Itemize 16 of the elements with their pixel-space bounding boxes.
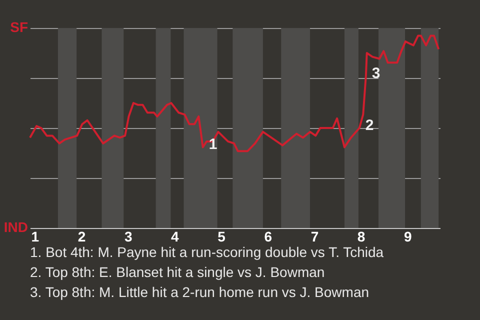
x-tick-label: 9 bbox=[404, 228, 412, 244]
text: IND bbox=[4, 219, 28, 235]
x-tick-label: 2 bbox=[78, 228, 86, 244]
text: 3. Top 8th: M. Little hit a 2-run home run vs J. Bowman bbox=[30, 284, 370, 300]
text: 1. Bot 4th: M. Payne hit a run-scoring double vs T. Tchida bbox=[30, 244, 384, 260]
x-tick-label: 4 bbox=[171, 228, 180, 244]
x-tick-label: 8 bbox=[357, 228, 366, 244]
x-tick-label: 1 bbox=[31, 228, 40, 244]
annotation: 1 bbox=[208, 136, 218, 154]
annotation: 3 bbox=[372, 65, 380, 82]
x-tick-label: 6 bbox=[264, 228, 272, 244]
x-tick-label: 5 bbox=[218, 228, 226, 244]
x-tick-label: 3 bbox=[124, 228, 132, 244]
text: 2. Top 8th: E. Blanset hit a single vs J. Bowman bbox=[30, 264, 325, 280]
text: SF bbox=[10, 19, 28, 35]
x-tick-label: 7 bbox=[310, 228, 319, 244]
